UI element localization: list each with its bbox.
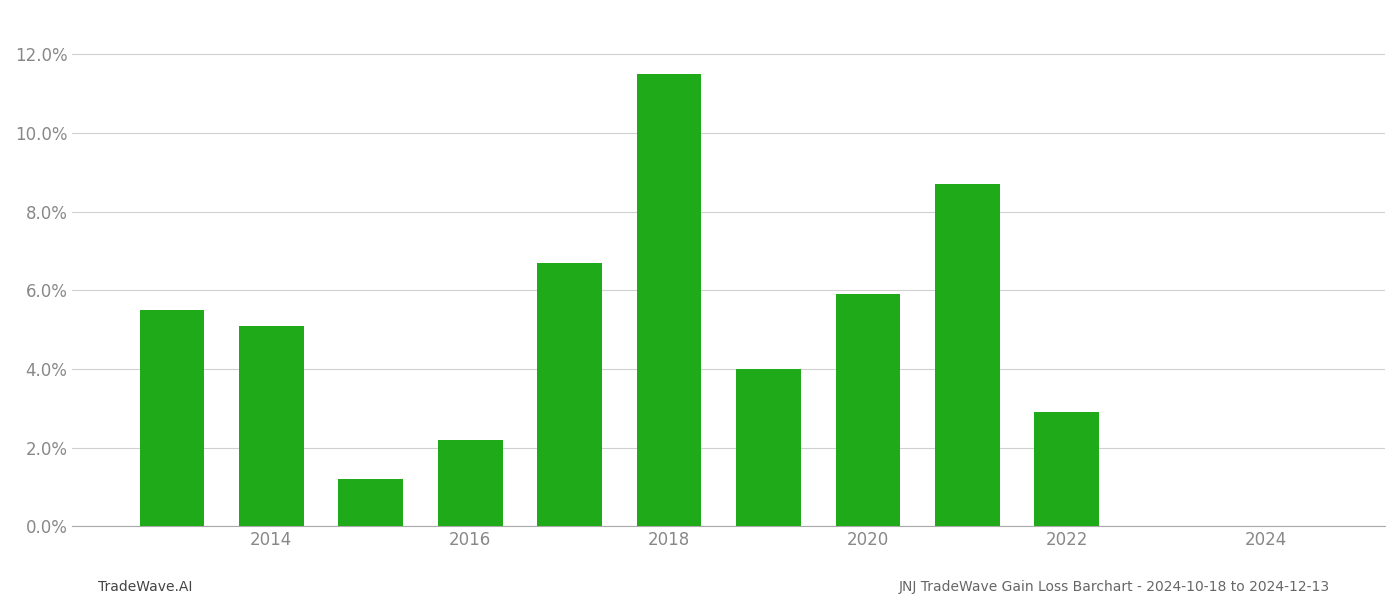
Bar — [935, 184, 1000, 526]
Text: JNJ TradeWave Gain Loss Barchart - 2024-10-18 to 2024-12-13: JNJ TradeWave Gain Loss Barchart - 2024-… — [899, 580, 1330, 594]
Bar — [637, 74, 701, 526]
Bar — [339, 479, 403, 526]
Bar — [140, 310, 204, 526]
Bar — [538, 263, 602, 526]
Bar — [836, 294, 900, 526]
Text: TradeWave.AI: TradeWave.AI — [98, 580, 192, 594]
Bar — [438, 440, 503, 526]
Bar — [736, 369, 801, 526]
Bar — [239, 326, 304, 526]
Bar — [1035, 412, 1099, 526]
